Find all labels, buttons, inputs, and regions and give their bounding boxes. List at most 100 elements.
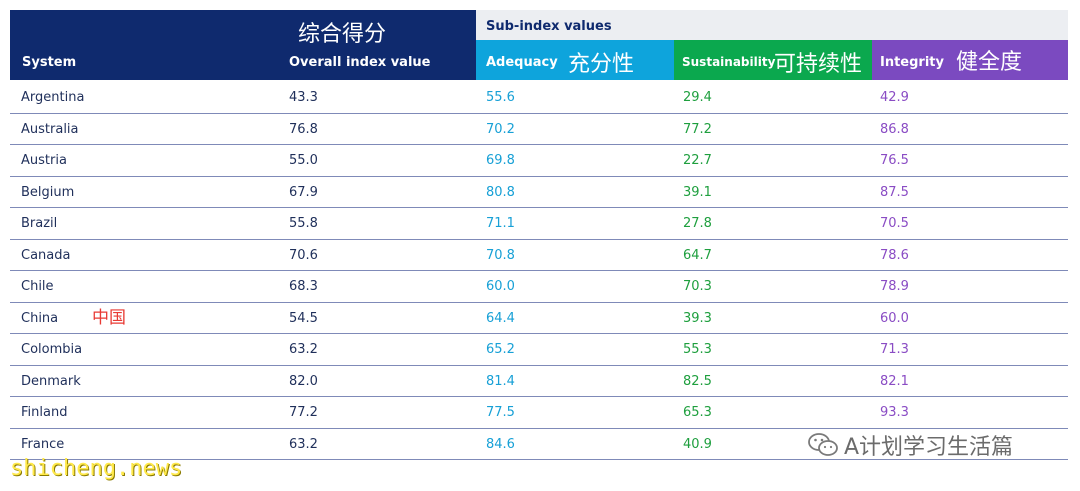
overall-cell: 82.0	[289, 373, 318, 389]
overall-cell: 76.8	[289, 121, 318, 137]
row-divider	[10, 144, 1068, 145]
wechat-logo-icon	[808, 433, 838, 456]
row-divider	[10, 270, 1068, 271]
row-divider	[10, 333, 1068, 334]
integrity-cell: 76.5	[880, 153, 909, 168]
sustainability-cn-label: 可持续性	[774, 52, 863, 77]
adequacy-header	[476, 40, 674, 80]
adequacy-cell: 69.8	[486, 153, 515, 168]
table-row: Colombia 63.2 65.2 55.3 71.3	[10, 334, 1068, 365]
integrity-cell: 82.1	[880, 373, 909, 389]
adequacy-cell: 65.2	[486, 342, 515, 357]
adequacy-cell: 70.2	[486, 121, 515, 137]
overall-cell: 54.5	[289, 310, 318, 326]
integrity-cell: 71.3	[880, 342, 909, 357]
sustainability-cell: 82.5	[683, 373, 712, 389]
sustainability-cell: 29.4	[683, 90, 712, 105]
sustainability-cell: 55.3	[683, 342, 712, 357]
integrity-cell: 78.6	[880, 247, 909, 263]
system-cell: Austria	[21, 153, 67, 168]
adequacy-cell: 71.1	[486, 216, 515, 231]
sustainability-cell: 39.3	[683, 310, 712, 326]
integrity-cell: 93.3	[880, 405, 909, 420]
account-watermark: A计划学习生活篇	[808, 430, 1013, 460]
system-cell: Belgium	[21, 184, 75, 200]
sustainability-column-header: Sustainability	[682, 55, 776, 69]
system-cell: China	[21, 310, 59, 326]
overall-cell: 55.8	[289, 216, 318, 231]
sustainability-cell: 40.9	[683, 436, 712, 452]
integrity-cell: 42.9	[880, 90, 909, 105]
system-cell: Chile	[21, 279, 54, 294]
row-divider	[10, 427, 1068, 429]
table-row: Belgium 67.9 80.8 39.1 87.5	[10, 177, 1068, 208]
system-cell: Australia	[21, 121, 79, 137]
integrity-cn-label: 健全度	[956, 50, 1023, 75]
adequacy-cell: 77.5	[486, 405, 515, 420]
sustainability-cell: 22.7	[683, 153, 712, 168]
table-row: Australia 76.8 70.2 77.2 86.8	[10, 114, 1068, 145]
row-divider	[10, 112, 1068, 114]
site-watermark: shicheng.news	[10, 456, 183, 481]
row-divider	[10, 459, 1068, 460]
row-divider	[10, 238, 1068, 240]
overall-cn-label: 综合得分	[298, 22, 387, 47]
integrity-cell: 86.8	[880, 121, 909, 137]
adequacy-cell: 84.6	[486, 436, 515, 452]
overall-cell: 77.2	[289, 405, 318, 420]
sustainability-cell: 77.2	[683, 121, 712, 137]
system-column-header: System	[22, 55, 77, 70]
integrity-column-header: Integrity	[880, 55, 944, 70]
subindex-header	[476, 10, 1068, 40]
system-cell: Brazil	[21, 216, 58, 231]
overall-cell: 63.2	[289, 436, 318, 452]
table-row: Austria 55.0 69.8 22.7 76.5	[10, 145, 1068, 176]
sustainability-cell: 65.3	[683, 405, 712, 420]
row-divider	[10, 364, 1068, 366]
table-row: Chile 68.3 60.0 70.3 78.9	[10, 271, 1068, 302]
header-left	[10, 10, 476, 80]
overall-cell: 68.3	[289, 279, 318, 294]
sustainability-cell: 64.7	[683, 247, 712, 263]
sustainability-cell: 27.8	[683, 216, 712, 231]
integrity-cell: 87.5	[880, 184, 909, 200]
overall-cell: 67.9	[289, 184, 318, 200]
overall-cell: 43.3	[289, 90, 318, 105]
row-divider	[10, 396, 1068, 397]
table-row: France 63.2 84.6 40.9	[10, 429, 1068, 460]
adequacy-cell: 55.6	[486, 90, 515, 105]
row-divider	[10, 207, 1068, 208]
adequacy-cell: 64.4	[486, 310, 515, 326]
adequacy-cell: 60.0	[486, 279, 515, 294]
adequacy-column-header: Adequacy	[486, 55, 558, 70]
overall-cell: 63.2	[289, 342, 318, 357]
china-cn-annotation: 中国	[92, 307, 126, 328]
adequacy-cell: 81.4	[486, 373, 515, 389]
overall-cell: 55.0	[289, 153, 318, 168]
adequacy-cell: 70.8	[486, 247, 515, 263]
row-divider	[10, 301, 1068, 303]
table-row: Argentina 43.3 55.6 29.4 42.9	[10, 82, 1068, 113]
system-cell: Colombia	[21, 342, 83, 357]
integrity-cell: 78.9	[880, 279, 909, 294]
sustainability-header	[674, 40, 872, 80]
table-row: Finland 77.2 77.5 65.3 93.3	[10, 397, 1068, 428]
integrity-cell: 60.0	[880, 310, 909, 326]
table-row: China 54.5 64.4 39.3 60.0 中国	[10, 303, 1068, 334]
sustainability-cell: 39.1	[683, 184, 712, 200]
overall-column-header: Overall index value	[289, 55, 431, 70]
account-watermark-text: A计划学习生活篇	[844, 435, 1014, 460]
system-cell: Finland	[21, 405, 68, 420]
table-row: Brazil 55.8 71.1 27.8 70.5	[10, 208, 1068, 239]
adequacy-cell: 80.8	[486, 184, 515, 200]
integrity-cell: 70.5	[880, 216, 909, 231]
subindex-label: Sub-index values	[486, 19, 612, 34]
system-cell: France	[21, 436, 65, 452]
table-row: Canada 70.6 70.8 64.7 78.6	[10, 240, 1068, 271]
system-cell: Denmark	[21, 373, 81, 389]
sustainability-cell: 70.3	[683, 279, 712, 294]
overall-cell: 70.6	[289, 247, 318, 263]
system-cell: Argentina	[21, 90, 85, 105]
integrity-header	[872, 40, 1068, 80]
row-divider	[10, 175, 1068, 177]
